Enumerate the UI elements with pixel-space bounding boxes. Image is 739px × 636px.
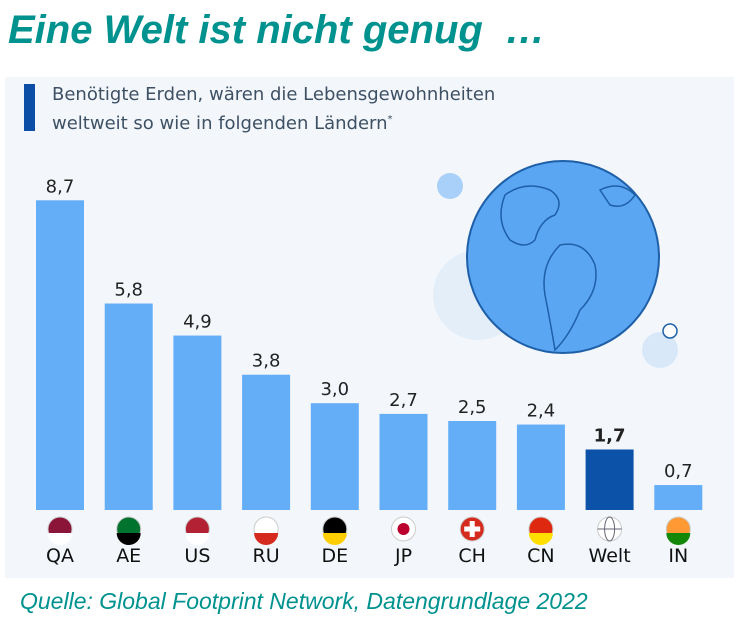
category-label: RU — [253, 545, 280, 567]
category-label: CN — [527, 545, 554, 567]
globe-illustration — [433, 160, 678, 368]
bar-CH — [448, 421, 497, 510]
subtitle-accent-bar — [24, 84, 35, 131]
value-label: 3,8 — [252, 351, 281, 372]
bubble-decoration — [437, 173, 463, 199]
value-label: 3,0 — [320, 379, 349, 400]
subtitle-line-2: weltweit so wie in folgenden Ländern — [52, 113, 388, 134]
value-label: 2,4 — [527, 401, 556, 422]
subtitle-line-1: Benötigte Erden, wären die Lebensgewohnh… — [52, 84, 496, 105]
bar-AE — [104, 303, 153, 510]
footnote-mark: * — [387, 114, 393, 125]
bar-Welt — [585, 449, 634, 510]
bar-QA — [36, 200, 84, 510]
category-label: IN — [668, 545, 688, 567]
bar-CN — [516, 424, 565, 510]
chart-subtitle: Benötigte Erden, wären die Lebensgewohnh… — [52, 82, 652, 136]
page-title: Eine Welt ist nicht genug … — [8, 8, 546, 52]
category-label: QA — [46, 545, 74, 567]
category-label: CH — [458, 545, 486, 567]
value-label: 2,7 — [389, 390, 418, 411]
value-label: 1,7 — [594, 425, 626, 446]
category-label: JP — [394, 545, 412, 567]
bubble-decoration — [642, 332, 678, 368]
value-label: 2,5 — [458, 397, 487, 418]
bar-US — [173, 335, 222, 510]
category-label: US — [184, 545, 210, 567]
value-label: 5,8 — [114, 280, 143, 301]
bubble-decoration — [662, 323, 678, 339]
bar-IN — [654, 485, 703, 510]
bar-DE — [310, 403, 359, 510]
category-label: Welt — [589, 545, 631, 567]
category-label: AE — [116, 545, 141, 567]
bar-JP — [379, 413, 428, 510]
bar-RU — [242, 374, 291, 510]
category-label: DE — [321, 545, 348, 567]
source-note: Quelle: Global Footprint Network, Dateng… — [20, 588, 588, 614]
value-label: 4,9 — [183, 312, 212, 333]
value-label: 8,7 — [46, 176, 75, 197]
value-label: 0,7 — [664, 461, 693, 482]
